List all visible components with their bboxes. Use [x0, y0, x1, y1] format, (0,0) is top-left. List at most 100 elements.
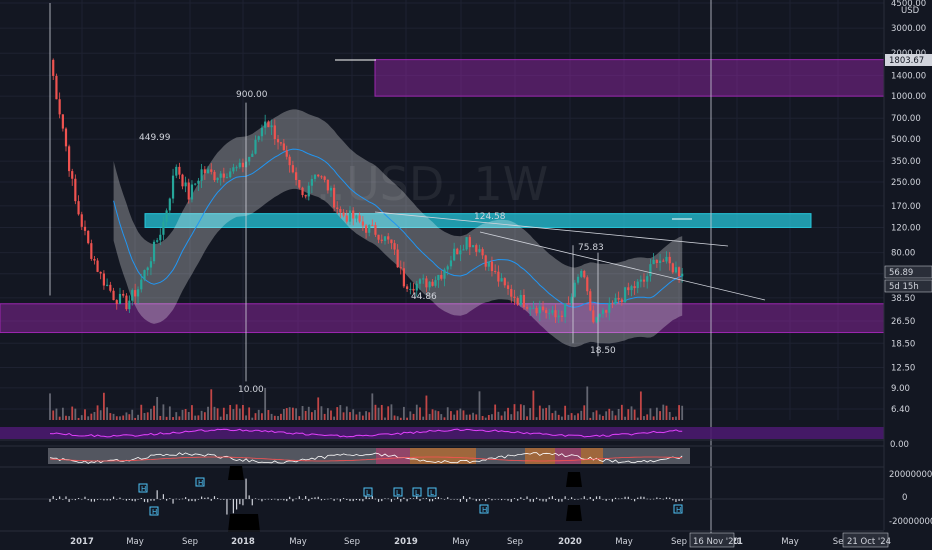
oscillator-bar: [681, 499, 683, 501]
svg-text:5d 15h: 5d 15h: [889, 282, 919, 292]
volume-bar: [216, 408, 219, 420]
volume-bar: [636, 417, 639, 420]
candle-body: [282, 143, 285, 151]
oscillator-bar: [59, 496, 61, 499]
trend-lines[interactable]: [335, 59, 766, 301]
candle-body: [630, 286, 633, 291]
oscillator-bar: [143, 499, 146, 502]
volume-bar: [425, 395, 428, 420]
oscillator-bar: [166, 499, 168, 501]
volume-bar: [361, 415, 364, 420]
oscillator-bar: [440, 498, 442, 500]
volume-bar: [77, 417, 80, 420]
price-tick-label: 9.00: [891, 384, 910, 394]
oscillator-bar: [159, 499, 161, 500]
candle-body: [598, 313, 601, 318]
oscillator-bar: [330, 498, 332, 500]
indicator-pane-1: [0, 427, 884, 441]
price-axis[interactable]: 4500.003000.002000.001400.001000.00700.0…: [883, 0, 926, 530]
candle-body: [181, 174, 184, 187]
volume-bar: [310, 412, 313, 420]
candle-body: [592, 310, 595, 323]
candle-body: [93, 258, 96, 261]
volume-bar: [187, 411, 190, 420]
trend-line-lower[interactable]: [479, 231, 766, 301]
candle-body: [333, 187, 336, 208]
oscillator-bar: [314, 497, 316, 499]
svg-text:21 Oct '24: 21 Oct '24: [847, 537, 891, 547]
price-tick-label: 350.00: [891, 157, 921, 167]
oscillator-bar: [548, 497, 550, 499]
oscillator-bar: [580, 498, 582, 500]
volume-bar: [326, 408, 329, 420]
candle-body: [393, 243, 396, 250]
candle-body: [74, 178, 77, 202]
volume-bar: [602, 415, 604, 420]
oscillator-bar: [77, 498, 80, 499]
time-axis[interactable]: 2017 May Sep 2018 May Sep 2019 May Sep 2020 May Sep…: [0, 530, 884, 547]
oscillator-bar: [346, 499, 348, 500]
candle-body: [639, 279, 642, 282]
candle-body: [368, 224, 371, 233]
volume-bar: [668, 411, 671, 420]
volume-bar: [368, 412, 371, 420]
oscillator-bar: [434, 497, 437, 499]
oscillator-bar: [675, 499, 677, 502]
candle-body: [652, 259, 655, 265]
marker-h: H: [482, 506, 487, 514]
oscillator-bar: [68, 499, 70, 502]
volume-bar: [681, 405, 684, 420]
oscillator-bar: [134, 499, 136, 502]
candle-body: [55, 75, 58, 100]
candle-body: [446, 266, 449, 270]
oscillator-bar: [447, 497, 449, 499]
candle-body: [273, 125, 276, 140]
trend-line-upper[interactable]: [374, 211, 729, 247]
candle-body: [415, 283, 418, 291]
volume-bar: [207, 406, 209, 420]
candle-body: [529, 308, 532, 310]
oscillator-bar: [437, 496, 439, 499]
volume-bar: [261, 413, 263, 420]
oscillator-bar: [128, 499, 130, 501]
volume-bar: [554, 410, 557, 420]
candle-body: [437, 274, 440, 281]
marker-l: L: [415, 489, 419, 497]
oscillator-bar: [220, 499, 222, 500]
oscillator-bar: [339, 499, 341, 502]
candle-body: [387, 236, 390, 240]
candle-body: [304, 195, 307, 197]
oscillator-bar: [197, 499, 199, 500]
candle-body: [68, 146, 71, 172]
marker-l: L: [366, 489, 370, 497]
candle-body: [583, 270, 586, 278]
oscillator-bar: [109, 499, 111, 501]
annotation-label: 449.99: [139, 133, 171, 143]
candle-body: [601, 310, 605, 314]
oscillator-bar: [194, 499, 196, 502]
candle-body: [642, 279, 646, 282]
volume-bar: [251, 417, 254, 420]
oscillator-markers: H H H L L L L H H: [138, 466, 683, 532]
volume-bar: [333, 416, 336, 420]
candle-body: [260, 127, 264, 137]
candle-body: [197, 180, 200, 184]
candle-body: [497, 271, 500, 282]
oscillator-bar: [100, 498, 102, 500]
oscillator-bar: [577, 499, 579, 500]
oscillator-bar: [62, 499, 64, 500]
oscillator-bar: [485, 499, 487, 502]
annotations: 900.00 449.99 124.58 75.83 44.86 18.50 10.00: [139, 90, 616, 395]
oscillator-bar: [74, 499, 76, 501]
candle-body: [213, 171, 216, 181]
moving-average-line: [113, 148, 683, 308]
volume-bar: [465, 414, 468, 420]
candle-body: [525, 307, 529, 309]
marker-h: H: [198, 479, 203, 487]
price-tick-label: 4500.00: [891, 0, 926, 9]
volume-bar: [273, 415, 276, 420]
candle-body: [554, 310, 557, 318]
volume-bar: [245, 415, 247, 420]
level-1803-label: 1803.67: [885, 54, 932, 66]
